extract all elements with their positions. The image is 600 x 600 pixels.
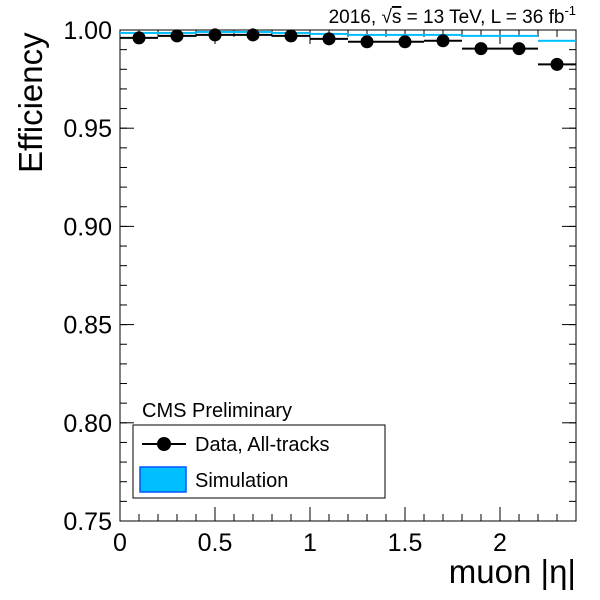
header-sqrt: √ [381, 7, 392, 28]
header-lumi-label: 2016, √s = 13 TeV, L = 36 fb-1 [329, 3, 576, 28]
data-point [246, 28, 260, 42]
simulation-bin [386, 33, 424, 36]
y-tick-label: 0.80 [63, 410, 112, 438]
x-tick-label: 0.5 [198, 529, 233, 557]
legend-data-label: Data, All-tracks [195, 434, 329, 456]
y-tick-label: 0.95 [63, 115, 112, 143]
data-point [550, 57, 564, 71]
legend-data-marker [142, 437, 186, 451]
x-tick-label: 1.5 [388, 529, 423, 557]
data-point [398, 35, 412, 49]
x-tick-label: 1 [303, 529, 317, 557]
y-tick-label: 0.75 [63, 508, 112, 536]
x-axis: 0 0.5 1 1.5 2 [113, 30, 507, 557]
x-tick-label: 2 [493, 529, 507, 557]
legend-simulation-label: Simulation [195, 470, 288, 492]
header-prefix: 2016, [329, 7, 382, 28]
data-point [436, 34, 450, 48]
header-s: s [392, 7, 402, 28]
simulation-bin [462, 34, 500, 37]
y-tick-label: 1.00 [63, 17, 112, 45]
simulation-bin [348, 33, 386, 36]
legend-data-point [157, 437, 171, 451]
header-sup: -1 [564, 3, 576, 18]
x-axis-title: muon |η| [449, 553, 576, 590]
data-point [360, 35, 374, 49]
y-axis: 0.75 0.80 0.85 0.90 0.95 1.00 [63, 17, 576, 536]
data-series [120, 28, 576, 71]
simulation-bin [500, 34, 538, 37]
x-tick-label: 0 [113, 529, 127, 557]
legend-simulation-swatch [139, 466, 187, 493]
simulation-bin [538, 39, 576, 42]
data-point [208, 28, 222, 42]
y-axis-title: Efficiency [12, 32, 49, 173]
data-point [132, 31, 146, 45]
data-point [512, 42, 526, 56]
data-point [170, 29, 184, 43]
header-mid: = 13 TeV, L = 36 fb [401, 7, 564, 28]
data-point [322, 32, 336, 46]
data-point [474, 42, 488, 56]
y-tick-label: 0.90 [63, 213, 112, 241]
y-tick-label: 0.85 [63, 312, 112, 340]
legend: CMS Preliminary Data, All-tracks Simulat… [132, 400, 386, 499]
legend-header: CMS Preliminary [142, 400, 292, 422]
data-point [284, 29, 298, 43]
